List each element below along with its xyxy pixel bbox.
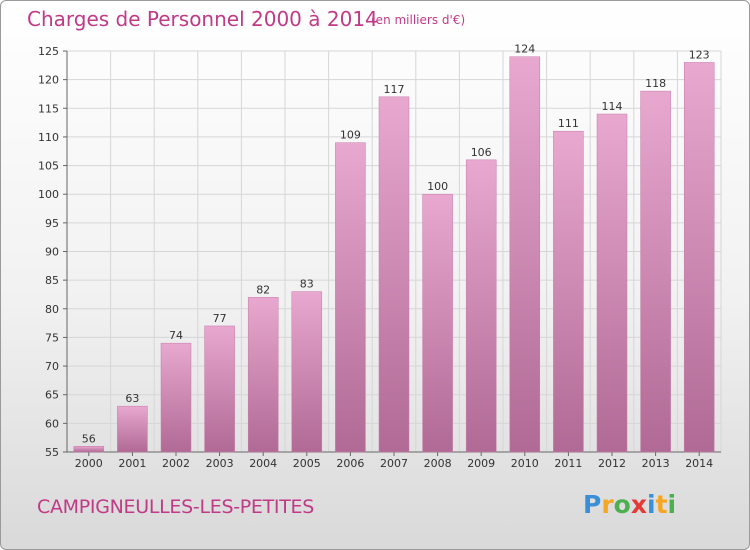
x-tick-label: 2013 bbox=[642, 457, 670, 470]
bar bbox=[683, 62, 715, 453]
data-label: 63 bbox=[125, 392, 139, 405]
chart-title: Charges de Personnel 2000 à 2014 bbox=[27, 7, 378, 31]
data-label: 56 bbox=[82, 432, 96, 445]
x-tick-label: 2006 bbox=[336, 457, 364, 470]
data-label: 124 bbox=[514, 43, 535, 56]
bar bbox=[204, 325, 235, 453]
data-label: 114 bbox=[602, 100, 623, 113]
logo-letter: i bbox=[667, 490, 677, 519]
bar bbox=[422, 193, 453, 453]
bar bbox=[160, 342, 192, 453]
bar bbox=[291, 291, 323, 453]
y-tick-label: 90 bbox=[45, 246, 59, 259]
logo-letter: r bbox=[601, 490, 614, 519]
logo-letter: i bbox=[647, 490, 656, 519]
y-tick-label: 75 bbox=[45, 331, 59, 344]
logo-letter: x bbox=[630, 490, 647, 519]
y-tick-label: 95 bbox=[45, 217, 59, 230]
data-label: 117 bbox=[384, 83, 405, 96]
x-tick-label: 2003 bbox=[206, 457, 234, 470]
logo-letter: o bbox=[613, 490, 631, 519]
data-labels: 56 63 74 77 82 83 109 117 100 106 124 111 114 118 123 bbox=[82, 43, 710, 446]
bar bbox=[73, 446, 105, 453]
chart-subtitle: (en milliers d'€) bbox=[371, 13, 466, 27]
data-label: 77 bbox=[213, 312, 227, 325]
bar bbox=[509, 56, 541, 453]
data-label: 83 bbox=[300, 278, 314, 291]
y-tick-label: 120 bbox=[38, 74, 59, 87]
data-label: 111 bbox=[558, 117, 579, 130]
y-tick-label: 115 bbox=[38, 102, 59, 115]
x-tick-label: 2010 bbox=[511, 457, 539, 470]
data-label: 118 bbox=[645, 77, 666, 90]
bars bbox=[73, 56, 715, 453]
commune-name: CAMPIGNEULLES-LES-PETITES bbox=[37, 496, 315, 518]
proxiti-logo: Proxiti bbox=[583, 490, 676, 519]
data-label: 100 bbox=[427, 180, 448, 193]
bar bbox=[640, 90, 671, 453]
x-tick-label: 2009 bbox=[467, 457, 495, 470]
data-label: 74 bbox=[169, 329, 183, 342]
logo-letter: P bbox=[583, 490, 602, 519]
y-tick-label: 85 bbox=[45, 274, 59, 287]
data-label: 109 bbox=[340, 129, 361, 142]
x-tick-label: 2002 bbox=[162, 457, 190, 470]
y-tick-label: 55 bbox=[45, 446, 59, 459]
y-tick-label: 70 bbox=[45, 360, 59, 373]
bar bbox=[335, 142, 366, 453]
x-tick-label: 2014 bbox=[685, 457, 713, 470]
x-tick-label: 2004 bbox=[249, 457, 277, 470]
data-label: 82 bbox=[256, 283, 270, 296]
bar bbox=[553, 130, 584, 453]
y-tick-label: 105 bbox=[38, 160, 59, 173]
y-tick-label: 125 bbox=[38, 45, 59, 58]
data-label: 123 bbox=[689, 48, 710, 61]
y-tick-label: 65 bbox=[45, 389, 59, 402]
x-tick-label: 2011 bbox=[554, 457, 582, 470]
y-tick-label: 100 bbox=[38, 188, 59, 201]
bar bbox=[247, 297, 279, 453]
x-tick-label: 2008 bbox=[424, 457, 452, 470]
x-tick-label: 2001 bbox=[118, 457, 146, 470]
x-tick-label: 2000 bbox=[75, 457, 103, 470]
bar bbox=[596, 113, 628, 453]
y-tick-label: 80 bbox=[45, 303, 59, 316]
bar bbox=[465, 159, 497, 453]
data-label: 106 bbox=[471, 146, 492, 159]
x-tick-label: 2012 bbox=[598, 457, 626, 470]
bar bbox=[117, 405, 148, 453]
bar bbox=[378, 96, 410, 453]
y-tick-label: 60 bbox=[45, 417, 59, 430]
x-tick-label: 2007 bbox=[380, 457, 408, 470]
x-tick-label: 2005 bbox=[293, 457, 321, 470]
logo-letter: t bbox=[655, 490, 668, 519]
y-tick-label: 110 bbox=[38, 131, 59, 144]
